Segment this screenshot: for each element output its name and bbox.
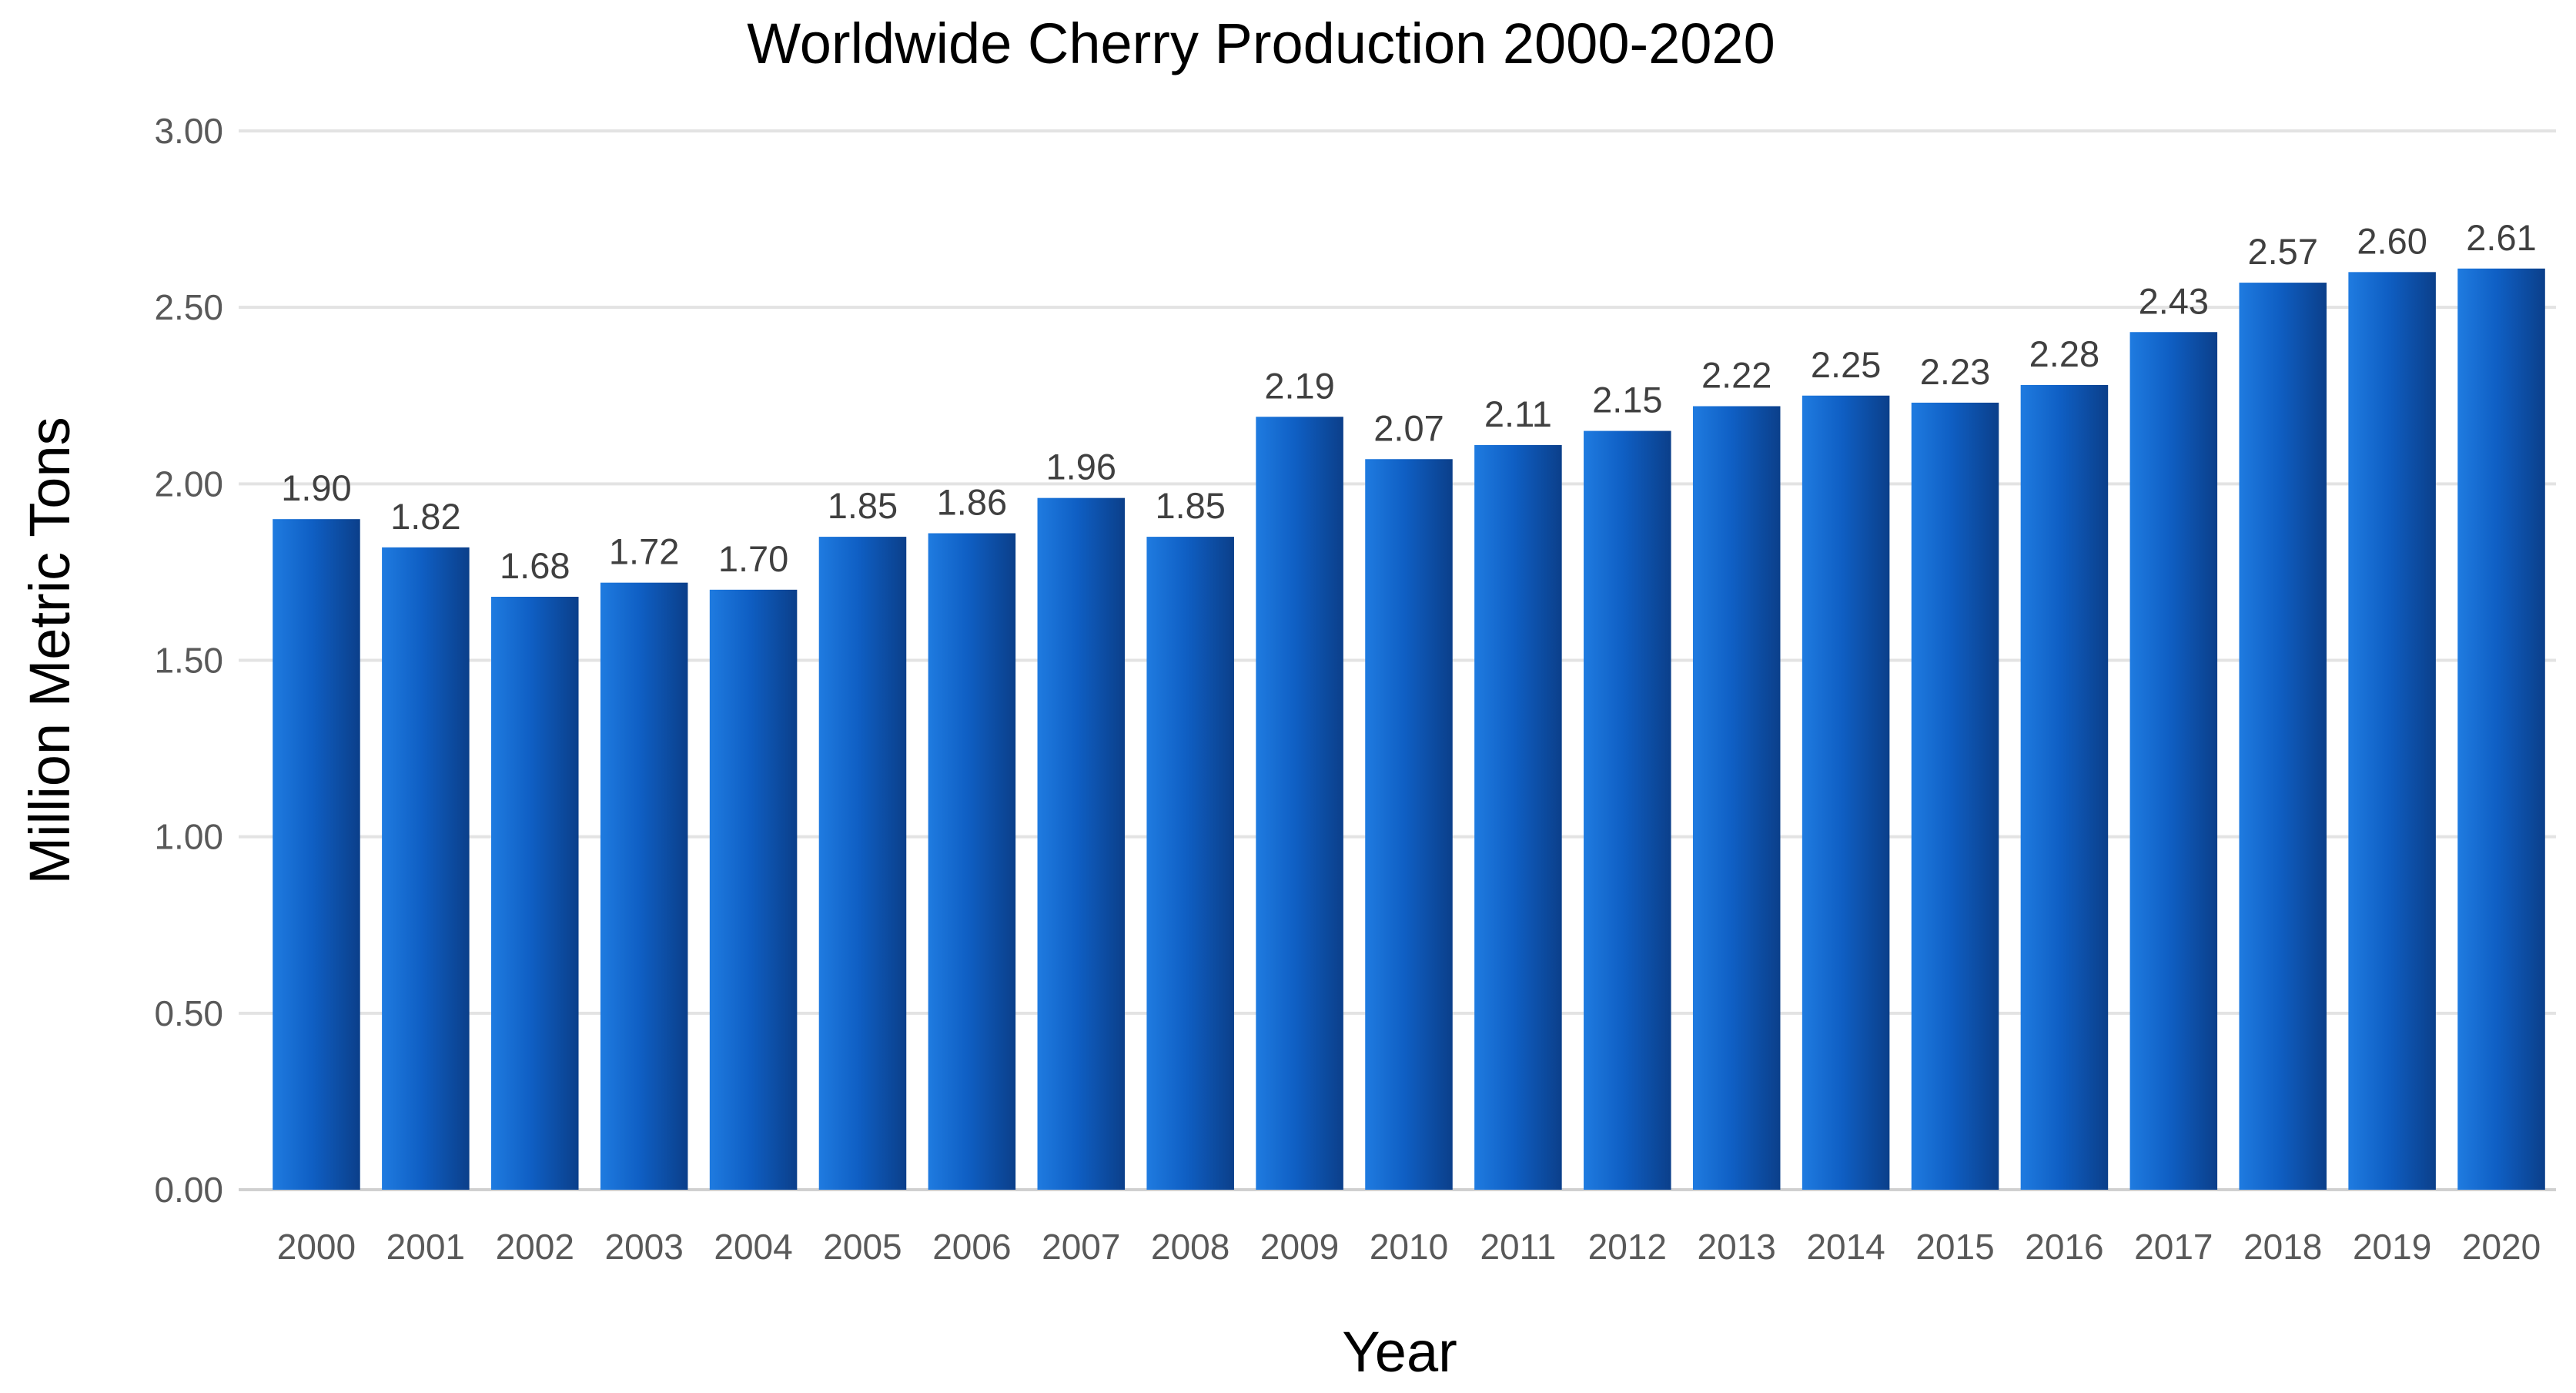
- data-label: 2.19: [1264, 365, 1334, 406]
- x-tick-label: 2004: [714, 1227, 792, 1267]
- y-tick-label: 1.50: [154, 641, 223, 681]
- bar: [2020, 385, 2109, 1190]
- bar: [491, 597, 579, 1190]
- data-label: 2.57: [2247, 231, 2317, 272]
- x-tick-label: 2010: [1370, 1227, 1448, 1267]
- bar: [1802, 395, 1890, 1190]
- data-labels: 1.90 1.82 1.68 1.72 1.70 1.85 1.86 1.96 1.85 2.19…: [281, 217, 2537, 586]
- data-label: 2.15: [1592, 380, 1662, 420]
- chart-title: Worldwide Cherry Production 2000-2020: [747, 12, 1775, 75]
- data-label: 1.68: [500, 545, 570, 586]
- bar: [2239, 283, 2327, 1190]
- bar: [2129, 332, 2218, 1190]
- data-label: 2.61: [2466, 217, 2536, 258]
- bars: [273, 268, 2545, 1190]
- x-tick-label: 2011: [1480, 1227, 1556, 1267]
- data-label: 2.28: [2029, 333, 2099, 374]
- data-label: 1.85: [1155, 485, 1225, 526]
- x-tick-label: 2020: [2462, 1227, 2541, 1267]
- x-tick-label: 2019: [2353, 1227, 2431, 1267]
- x-tick-label: 2009: [1260, 1227, 1339, 1267]
- data-label: 1.90: [281, 467, 351, 508]
- bar: [818, 537, 907, 1190]
- bar: [1911, 402, 1999, 1190]
- x-tick-label: 2000: [277, 1227, 356, 1267]
- y-tick-label: 0.50: [154, 993, 223, 1033]
- bar: [928, 533, 1016, 1190]
- bar: [1474, 444, 1562, 1190]
- data-label: 2.07: [1373, 407, 1444, 448]
- y-tick-label: 0.00: [154, 1170, 223, 1210]
- x-axis-ticks: 2000 2001 2002 2003 2004 2005 2006 2007 2008 2009…: [277, 1227, 2541, 1267]
- bar: [2457, 268, 2545, 1190]
- x-tick-label: 2003: [604, 1227, 683, 1267]
- data-label: 1.72: [609, 531, 679, 572]
- y-tick-label: 2.00: [154, 464, 223, 504]
- data-label: 2.22: [1701, 355, 1771, 396]
- bar: [382, 547, 470, 1190]
- bar: [709, 589, 798, 1190]
- x-tick-label: 2007: [1042, 1227, 1120, 1267]
- bar: [1256, 417, 1343, 1190]
- data-label: 2.25: [1811, 344, 1881, 385]
- data-label: 2.23: [1920, 351, 1990, 392]
- bar: [2348, 272, 2436, 1190]
- bar: [1584, 430, 1671, 1190]
- x-axis-title: Year: [1342, 1320, 1457, 1384]
- y-tick-label: 3.00: [154, 111, 223, 151]
- x-tick-label: 2014: [1806, 1227, 1885, 1267]
- x-tick-label: 2001: [386, 1227, 465, 1267]
- x-tick-label: 2018: [2243, 1227, 2322, 1267]
- data-label: 1.96: [1046, 447, 1116, 487]
- data-label: 1.85: [828, 485, 898, 526]
- data-label: 1.82: [390, 496, 460, 537]
- bar: [1692, 406, 1781, 1190]
- data-label: 2.60: [2357, 220, 2427, 261]
- bar: [1365, 459, 1453, 1190]
- x-tick-label: 2012: [1588, 1227, 1667, 1267]
- y-axis-title: Million Metric Tons: [18, 417, 82, 884]
- y-tick-label: 1.00: [154, 817, 223, 857]
- x-tick-label: 2013: [1698, 1227, 1776, 1267]
- x-tick-label: 2015: [1915, 1227, 1994, 1267]
- y-tick-label: 2.50: [154, 287, 223, 327]
- data-label: 2.11: [1484, 393, 1552, 434]
- data-label: 1.86: [937, 482, 1007, 523]
- x-tick-label: 2017: [2134, 1227, 2213, 1267]
- x-tick-label: 2005: [823, 1227, 902, 1267]
- bar: [273, 519, 360, 1190]
- data-label: 2.43: [2139, 280, 2209, 321]
- y-axis-ticks: 0.00 0.50 1.00 1.50 2.00 2.50 3.00: [154, 111, 223, 1210]
- x-tick-label: 2008: [1151, 1227, 1229, 1267]
- x-tick-label: 2006: [932, 1227, 1011, 1267]
- x-tick-label: 2002: [496, 1227, 574, 1267]
- x-tick-label: 2016: [2025, 1227, 2103, 1267]
- bar: [600, 582, 688, 1190]
- bar: [1146, 537, 1234, 1190]
- bar: [1037, 497, 1126, 1190]
- data-label: 1.70: [718, 538, 788, 579]
